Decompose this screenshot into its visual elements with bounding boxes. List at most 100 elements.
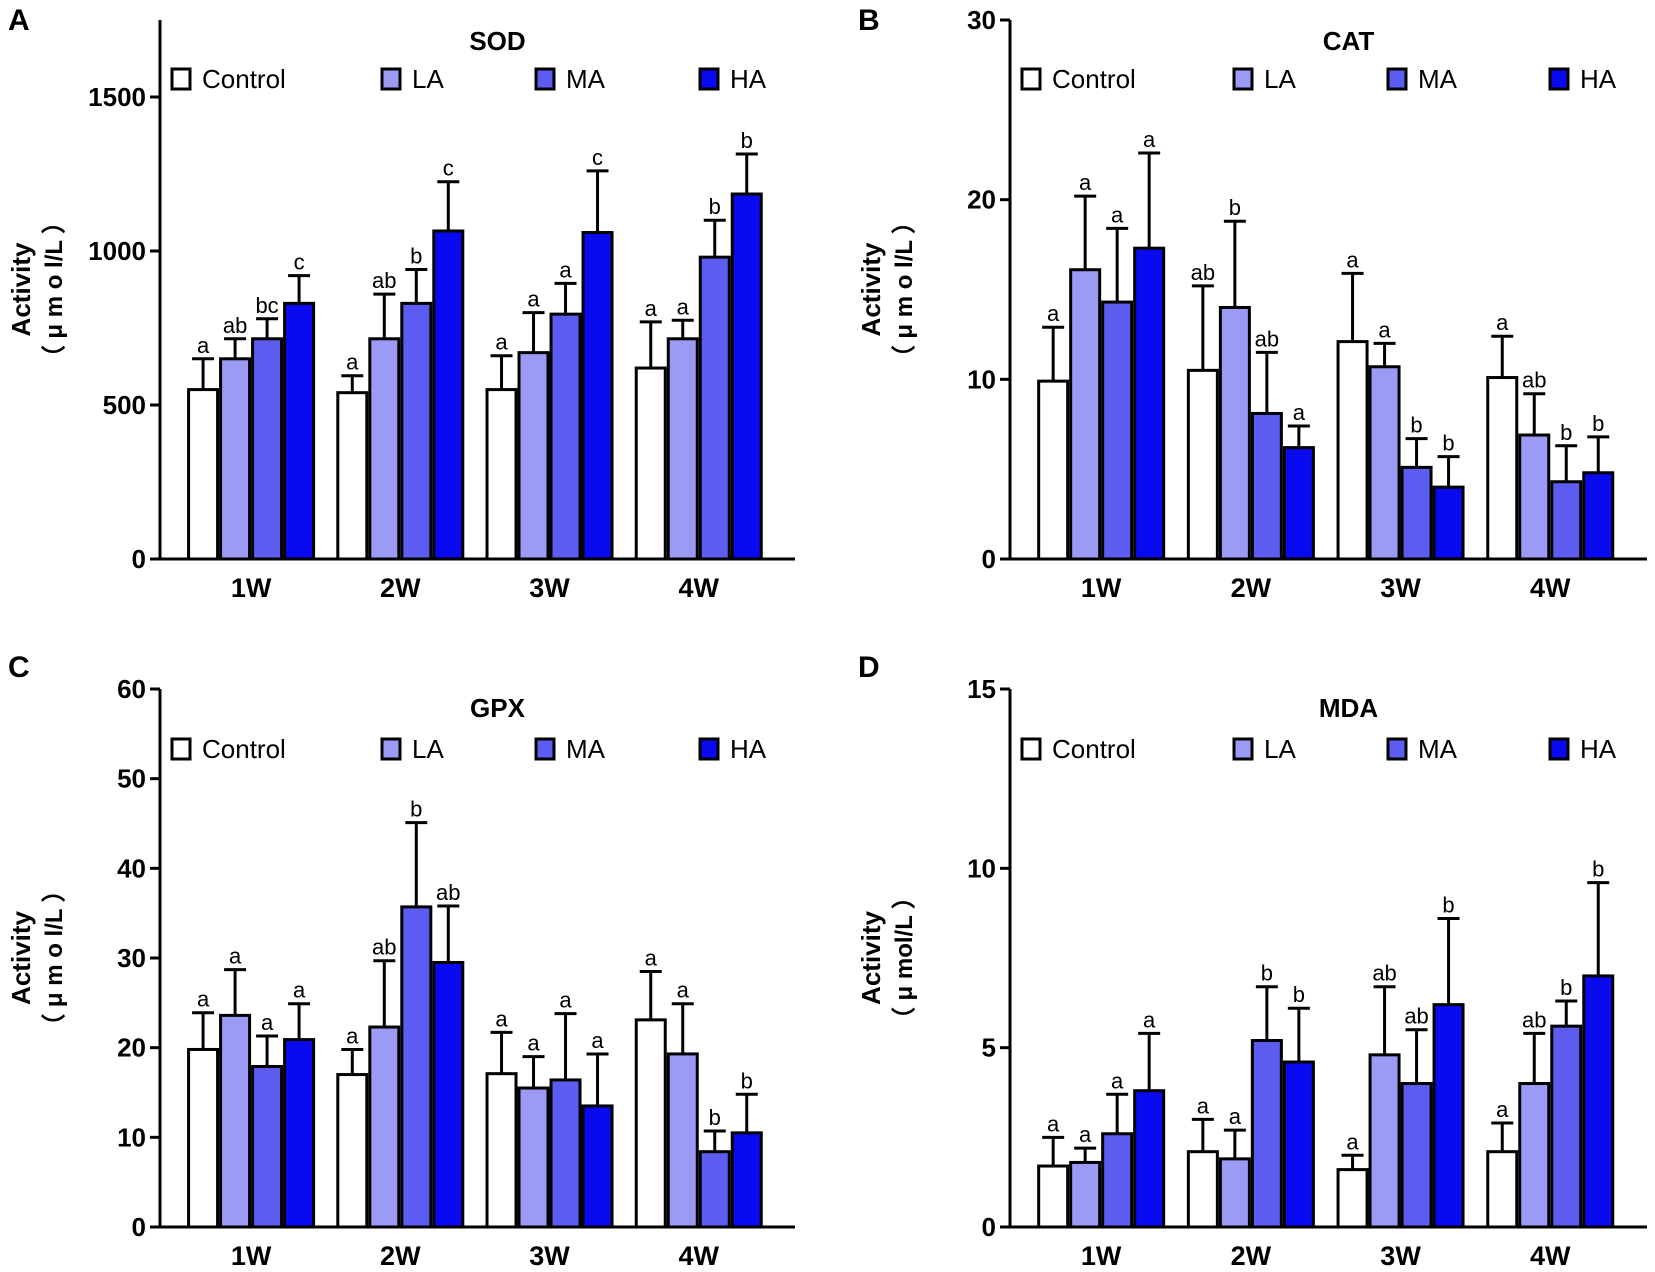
- significance-letter: b: [1592, 857, 1604, 882]
- bar-ma-3w: [1400, 1082, 1433, 1229]
- legend-swatch-control: [1020, 737, 1042, 761]
- bar-ma-4w: [1550, 480, 1583, 561]
- significance-letter: b: [709, 1105, 721, 1130]
- significance-letter: c: [592, 145, 603, 170]
- significance-letter: b: [741, 1068, 753, 1093]
- bar-ha-3w: [1432, 485, 1465, 561]
- x-tick-label: 2W: [1231, 1241, 1272, 1271]
- bar-la-2w: [368, 337, 401, 561]
- legend-label-control: Control: [202, 64, 286, 94]
- chart-panel-d: D MDA Activity （ μ mol/L ） 0 5 10 15 Control LA MA…: [856, 651, 1647, 1271]
- significance-letter: a: [1143, 127, 1156, 152]
- legend-label-control: Control: [202, 734, 286, 764]
- legend-swatch-la: [380, 737, 402, 761]
- chart-title: CAT: [1323, 26, 1375, 56]
- significance-letter: a: [1111, 202, 1124, 227]
- chart-panel-a: A SOD Activity （ μ m o l/L ） 0 500 1000 1500 Con…: [6, 4, 795, 603]
- y-tick-label: 1000: [88, 236, 146, 266]
- significance-letter: a: [1293, 400, 1306, 425]
- significance-letter: ab: [436, 880, 460, 905]
- significance-letter: a: [229, 944, 242, 969]
- legend-label-control: Control: [1052, 64, 1136, 94]
- significance-letter: a: [1378, 317, 1391, 342]
- significance-letter: b: [741, 128, 753, 153]
- x-tick-label: 2W: [1231, 573, 1272, 603]
- significance-letter: a: [1496, 310, 1509, 335]
- significance-letter: ab: [1404, 1004, 1428, 1029]
- legend-label-la: LA: [412, 64, 444, 94]
- legend-label-ha: HA: [730, 64, 767, 94]
- legend-swatch-ha: [1548, 67, 1570, 91]
- x-tick-label: 2W: [380, 573, 421, 603]
- y-tick-label: 30: [967, 5, 996, 35]
- significance-letter: a: [677, 978, 690, 1003]
- significance-letter: a: [1346, 247, 1359, 272]
- y-tick-label: 60: [117, 674, 146, 704]
- x-tick-label: 4W: [679, 573, 720, 603]
- bar-ha-1w: [1133, 246, 1166, 561]
- bar-la-1w: [219, 1013, 252, 1229]
- legend-label-ha: HA: [730, 734, 767, 764]
- significance-letter: b: [1592, 411, 1604, 436]
- legend-swatch-la: [1232, 737, 1254, 761]
- significance-letter: a: [1229, 1104, 1242, 1129]
- bar-control-1w: [1037, 379, 1070, 561]
- bar-ha-2w: [432, 229, 465, 561]
- bar-ha-3w: [581, 1104, 614, 1229]
- significance-letter: a: [495, 1006, 508, 1031]
- significance-letter: a: [1143, 1007, 1156, 1032]
- significance-letter: b: [1442, 431, 1454, 456]
- y-tick-label: 500: [103, 390, 146, 420]
- significance-letter: a: [495, 330, 508, 355]
- significance-letter: a: [591, 1028, 604, 1053]
- significance-letter: a: [197, 987, 210, 1012]
- x-tick-label: 2W: [380, 1241, 421, 1271]
- y-tick-label: 30: [117, 943, 146, 973]
- bar-ha-4w: [1582, 974, 1615, 1229]
- x-tick-label: 3W: [529, 573, 570, 603]
- legend-swatch-ma: [534, 67, 556, 91]
- significance-letter: a: [1047, 301, 1060, 326]
- significance-letter: b: [410, 797, 422, 822]
- chart-panel-c: C GPX Activity （ μ m o l/L ） 0 10 20 30 40 50 60 Co…: [6, 651, 795, 1271]
- bar-ma-2w: [1250, 411, 1283, 561]
- bar-ma-3w: [549, 1078, 582, 1229]
- y-axis-label-line1: Activity: [6, 242, 36, 336]
- bar-ma-3w: [1400, 465, 1433, 561]
- y-tick-label: 10: [967, 364, 996, 394]
- bar-control-2w: [1186, 1150, 1219, 1229]
- legend-label-la: LA: [1264, 734, 1296, 764]
- x-tick-label: 1W: [1081, 1241, 1122, 1271]
- significance-letter: a: [559, 988, 572, 1013]
- legend-swatch-la: [380, 67, 402, 91]
- chart-panel-b: B CAT Activity （ μ m o l/L ） 0 10 20 30 Control L…: [856, 4, 1647, 603]
- bar-ma-4w: [1550, 1024, 1583, 1229]
- bar-control-3w: [1336, 340, 1369, 561]
- bar-la-3w: [517, 1086, 550, 1229]
- legend-label-ha: HA: [1580, 64, 1617, 94]
- x-tick-label: 4W: [1530, 573, 1571, 603]
- bar-la-3w: [1368, 365, 1401, 561]
- legend-label-ma: MA: [566, 64, 606, 94]
- x-tick-label: 1W: [1081, 573, 1122, 603]
- bar-control-2w: [336, 391, 369, 561]
- bar-control-3w: [485, 388, 518, 561]
- y-tick-label: 10: [117, 1122, 146, 1152]
- legend-swatch-ha: [698, 67, 720, 91]
- bar-la-4w: [666, 337, 699, 561]
- bar-ma-4w: [698, 255, 731, 561]
- bar-ma-2w: [1250, 1038, 1283, 1229]
- bar-ha-3w: [1432, 1003, 1465, 1229]
- bar-control-4w: [1486, 376, 1519, 561]
- bar-la-3w: [1368, 1053, 1401, 1229]
- significance-letter: a: [1346, 1129, 1359, 1154]
- bar-ha-2w: [432, 960, 465, 1229]
- significance-letter: ab: [1522, 1007, 1546, 1032]
- bar-ma-1w: [1101, 1132, 1134, 1229]
- y-axis-label-line2: （ μ m o l/L ）: [891, 210, 918, 370]
- bar-ma-1w: [251, 337, 284, 561]
- bar-la-1w: [1069, 268, 1102, 561]
- significance-letter: ab: [1372, 961, 1396, 986]
- bar-la-4w: [666, 1052, 699, 1229]
